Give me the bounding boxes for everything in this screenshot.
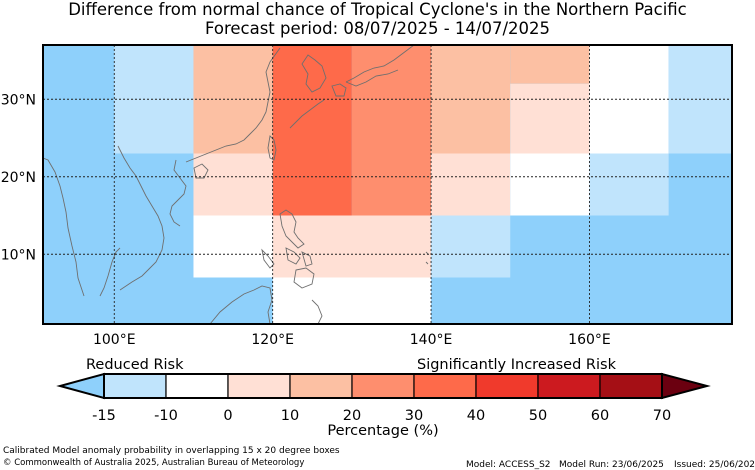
footer-copyright: © Commonwealth of Australia 2025, Austra…	[3, 458, 305, 468]
probability-cell	[114, 45, 194, 154]
coast-china	[185, 47, 281, 163]
probability-cell	[193, 215, 273, 278]
map-frame	[42, 44, 733, 325]
colorbar-high-extension	[661, 372, 711, 400]
lat-tick-label: 30°N	[1, 92, 36, 108]
lon-tick-label: 140°E	[410, 332, 453, 348]
colorbar-tick-label: -10	[154, 408, 178, 424]
colorbar-tick-label: 60	[591, 408, 609, 424]
colorbar-tick-label: -15	[92, 408, 116, 424]
colorbar-bin	[537, 373, 601, 399]
probability-cell	[431, 215, 511, 278]
colorbar-bin	[599, 373, 663, 399]
probability-cell	[510, 45, 590, 84]
footer-issued: Issued: 25/06/2025	[674, 460, 755, 470]
colorbar-bin	[165, 373, 229, 399]
colorbar-tick-label: 10	[281, 408, 299, 424]
coast-marianas	[425, 251, 429, 265]
lon-tick-label: 120°E	[251, 332, 294, 348]
colorbar-xlabel: Percentage (%)	[327, 423, 438, 439]
coast-korea	[301, 54, 327, 93]
probability-cell	[510, 153, 590, 216]
coast-indochina	[43, 157, 85, 297]
coast-taiwan	[267, 135, 277, 161]
reduced-risk-label: Reduced Risk	[86, 357, 184, 373]
colorbar-bin	[351, 373, 415, 399]
colorbar-tick-label: 0	[223, 408, 232, 424]
coast-vietnam	[117, 145, 165, 291]
chart-title: Difference from normal chance of Tropica…	[68, 0, 687, 19]
colorbar-tick-label: 70	[653, 408, 671, 424]
increased-risk-label: Significantly Increased Risk	[417, 357, 616, 373]
colorbar-bin	[413, 373, 477, 399]
colorbar-tick-label: 30	[405, 408, 423, 424]
coast-sulawesi	[311, 299, 323, 324]
colorbar-bin	[475, 373, 539, 399]
colorbar-frame	[103, 373, 663, 399]
footer-model: Model: ACCESS_S2	[466, 460, 551, 470]
forecast-period: Forecast period: 08/07/2025 - 14/07/2025	[204, 19, 551, 38]
probability-cell	[272, 277, 432, 324]
coast-gulf-tonkin	[169, 159, 187, 227]
probability-cell	[351, 45, 432, 216]
colorbar-low-extension	[56, 372, 105, 400]
coast-japan-honshu	[345, 45, 415, 87]
probability-cell	[589, 153, 669, 216]
probability-cells	[114, 45, 732, 324]
coastlines	[43, 45, 429, 324]
coast-mindanao	[293, 267, 315, 289]
lat-tick-label: 10°N	[1, 247, 36, 263]
probability-cell	[431, 45, 511, 154]
coast-borneo	[209, 285, 273, 324]
probability-cell	[272, 45, 352, 216]
colorbar-tick-label: 20	[343, 408, 361, 424]
gridlines	[43, 45, 732, 324]
footer-description: Calibrated Model anomaly probability in …	[3, 446, 340, 456]
colorbar-bin	[103, 373, 167, 399]
probability-cell	[193, 153, 273, 216]
colorbar-tick-label: 50	[529, 408, 547, 424]
lon-tick-label: 100°E	[93, 332, 136, 348]
lon-tick-label: 160°E	[568, 332, 611, 348]
probability-cell	[510, 83, 590, 154]
colorbar-bin	[227, 373, 291, 399]
colorbar: -15 -10 0 10 20 30 40 50 60 70	[56, 372, 711, 424]
coast-ryukyu	[289, 99, 325, 129]
colorbar-bin	[289, 373, 353, 399]
colorbar-tick-label: 40	[467, 408, 485, 424]
longitude-labels: 100°E 120°E 140°E 160°E	[93, 332, 611, 348]
latitude-labels: 10°N 20°N 30°N	[1, 92, 36, 263]
coast-palawan	[261, 248, 275, 269]
lat-tick-label: 20°N	[1, 170, 36, 186]
coast-luzon	[279, 209, 305, 249]
footer-model-run: Model Run: 23/06/2025	[559, 460, 664, 470]
probability-cell	[431, 153, 511, 216]
coast-japan-kyushu	[331, 83, 347, 97]
coast-malaysia	[99, 247, 121, 297]
probability-cell	[272, 215, 432, 278]
